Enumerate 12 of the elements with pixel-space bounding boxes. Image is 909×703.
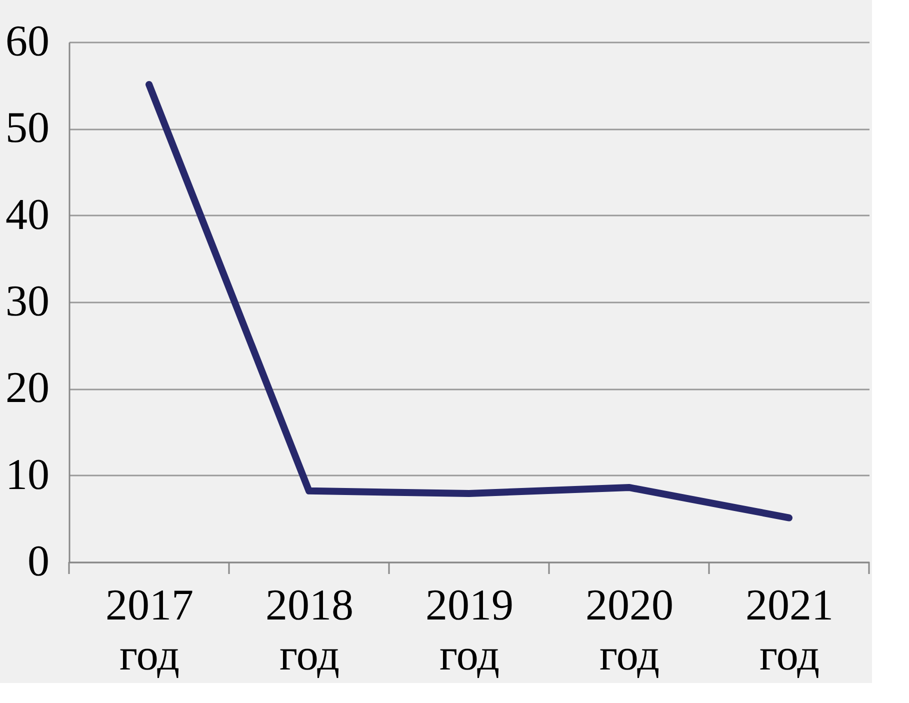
y-tick-label: 20 xyxy=(6,363,50,412)
x-tick-label: 2019 год xyxy=(426,580,514,680)
x-tick-label: 2018 год xyxy=(266,580,354,680)
x-tick-label: 2020 год xyxy=(586,580,674,680)
x-tick-label: 2017 год xyxy=(106,580,194,680)
y-tick-label: 60 xyxy=(6,16,50,66)
y-tick-label: 0 xyxy=(28,536,50,586)
y-tick-label: 50 xyxy=(6,103,50,152)
x-tick-label: 2021 год xyxy=(746,580,834,680)
y-tick-label: 30 xyxy=(6,276,50,326)
y-tick-label: 40 xyxy=(6,190,50,239)
y-tick-label: 10 xyxy=(6,450,50,499)
